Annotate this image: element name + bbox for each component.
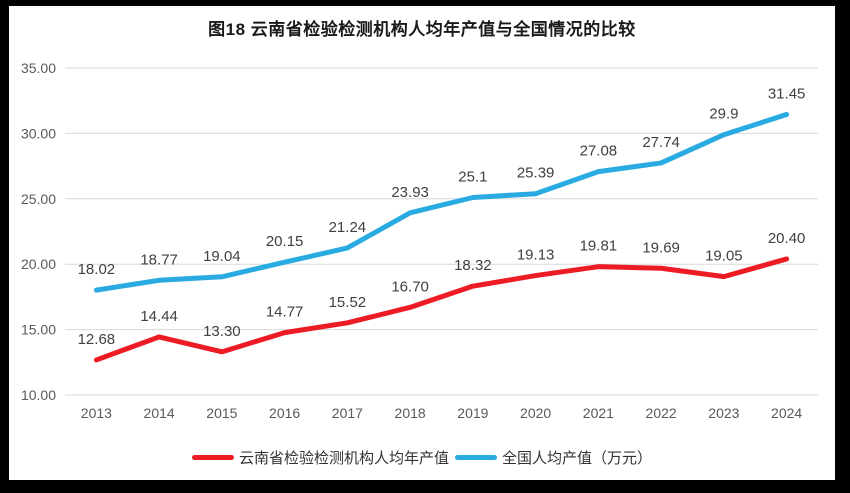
national-data-label: 23.93 <box>391 184 429 201</box>
national-data-label: 25.39 <box>517 165 555 182</box>
national-data-label: 25.1 <box>458 168 487 185</box>
national-data-label: 21.24 <box>329 219 367 236</box>
y-axis-tick: 20.00 <box>21 256 56 272</box>
chart-title: 图18 云南省检验检测机构人均年产值与全国情况的比较 <box>208 20 636 39</box>
yunnan-series-line <box>93 256 790 363</box>
x-axis-tick: 2018 <box>395 405 426 421</box>
y-axis-tick: 30.00 <box>21 125 56 141</box>
y-axis-tick: 15.00 <box>21 322 56 338</box>
national-line-swatch <box>455 455 497 460</box>
national-data-label: 20.15 <box>266 233 304 250</box>
yunnan-legend-label: 云南省检验检测机构人均年产值 <box>238 450 449 467</box>
yunnan-data-label: 12.68 <box>78 331 116 348</box>
x-axis-tick: 2022 <box>646 405 677 421</box>
yunnan-data-label: 14.77 <box>266 304 304 321</box>
x-axis-tick: 2014 <box>144 405 175 421</box>
yunnan-data-label: 18.32 <box>454 257 492 274</box>
national-data-label: 19.04 <box>203 248 241 265</box>
legend-item-national: 全国人均产值（万元） <box>455 447 652 468</box>
x-axis-tick: 2023 <box>708 405 739 421</box>
yunnan-data-label: 13.30 <box>203 323 241 340</box>
y-axis-tick: 10.00 <box>21 387 56 403</box>
national-data-label: 18.02 <box>78 261 116 278</box>
legend-item-yunnan: 云南省检验检测机构人均年产值 <box>191 447 449 468</box>
yunnan-line-swatch <box>191 455 234 460</box>
x-axis-tick: 2019 <box>457 405 488 421</box>
national-data-label: 31.45 <box>768 85 806 102</box>
x-axis-tick: 2024 <box>771 405 802 421</box>
x-axis-tick: 2016 <box>269 405 300 421</box>
x-axis-tick: 2020 <box>520 405 551 421</box>
x-axis-tick: 2013 <box>81 405 112 421</box>
y-axis-tick: 35.00 <box>21 60 56 76</box>
national-legend-label: 全国人均产值（万元） <box>502 450 653 467</box>
y-axis-tick: 25.00 <box>21 191 56 207</box>
national-data-label: 27.08 <box>580 143 618 160</box>
line-chart: 10.00 15.00 20.00 25.00 30.00 35.00 2013 2014 20… <box>21 60 818 421</box>
national-data-label: 29.9 <box>709 106 738 123</box>
yunnan-data-label: 20.40 <box>768 230 806 247</box>
national-data-label: 27.74 <box>642 134 680 151</box>
national-data-label: 18.77 <box>140 251 178 268</box>
yunnan-data-label: 19.69 <box>642 239 680 256</box>
x-axis-tick: 2015 <box>206 405 237 421</box>
yunnan-data-label: 19.05 <box>705 248 743 265</box>
national-series-line <box>93 111 790 293</box>
yunnan-data-label: 19.13 <box>517 247 555 264</box>
x-axis-tick: 2021 <box>583 405 614 421</box>
yunnan-data-label: 19.81 <box>580 238 618 255</box>
yunnan-data-label: 15.52 <box>329 294 367 311</box>
yunnan-data-label: 16.70 <box>391 278 429 295</box>
x-axis-tick: 2017 <box>332 405 363 421</box>
chart-canvas: 图18 云南省检验检测机构人均年产值与全国情况的比较 10.00 15.00 20.… <box>9 6 835 480</box>
yunnan-data-label: 14.44 <box>140 308 178 325</box>
chart-legend: 云南省检验检测机构人均年产值 全国人均产值（万元） <box>9 447 835 468</box>
